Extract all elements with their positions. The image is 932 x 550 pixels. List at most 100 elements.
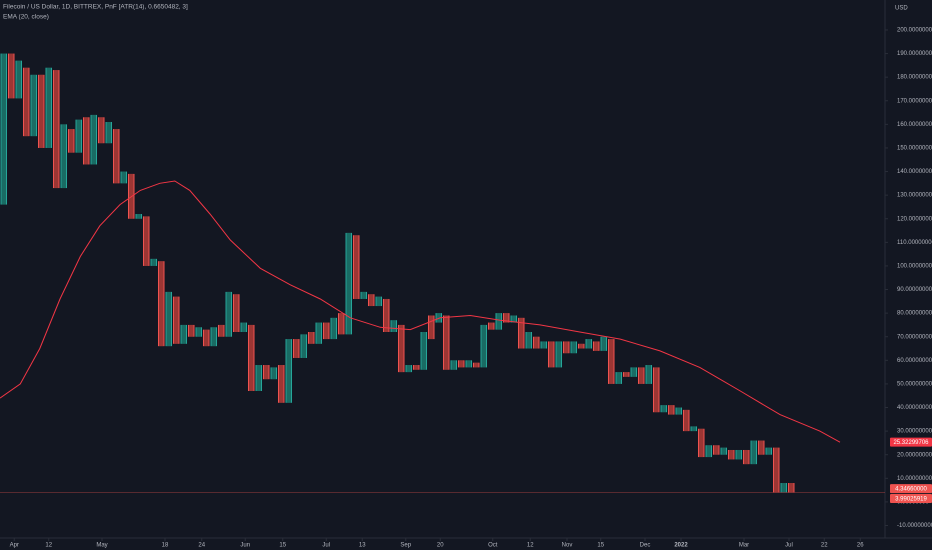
y-axis-label: USD: [895, 6, 908, 12]
y-tick-label: 100.00000000: [897, 264, 932, 270]
pnf-box-texture: [144, 216, 149, 266]
pnf-box-texture: [301, 334, 306, 358]
pnf-box-texture: [346, 232, 351, 335]
pnf-box-texture: [706, 445, 711, 458]
pnf-box-texture: [744, 449, 749, 465]
indicator-label: EMA (20, close): [3, 14, 49, 21]
y-tick-label: 160.00000000: [897, 122, 932, 128]
pnf-box-texture: [354, 235, 359, 299]
pnf-box-texture: [736, 449, 741, 460]
x-tick-label: Dec: [640, 543, 651, 549]
pnf-box-texture: [151, 258, 156, 266]
pnf-box-texture: [31, 74, 36, 137]
pnf-box-texture: [474, 362, 479, 368]
pnf-box-texture: [639, 367, 644, 384]
pnf-box-texture: [579, 343, 584, 349]
pnf-box-texture: [414, 365, 419, 370]
y-tick-label: 80.00000000: [897, 311, 932, 317]
pnf-box-texture: [594, 341, 599, 351]
pnf-box-texture: [519, 317, 524, 349]
ema-line: [0, 180, 841, 443]
pnf-box-texture: [241, 322, 246, 333]
pnf-box-texture: [759, 440, 764, 455]
pnf-box-texture: [339, 313, 344, 335]
pnf-box-texture: [39, 74, 44, 148]
pnf-box-texture: [99, 117, 104, 144]
pnf-box-texture: [159, 261, 164, 347]
price-label: 3.99025919: [895, 497, 927, 503]
pnf-box-texture: [106, 121, 111, 144]
price-label: 25.32299706: [893, 440, 929, 446]
pnf-box-texture: [279, 365, 284, 403]
pnf-box-texture: [114, 129, 119, 184]
pnf-box-texture: [174, 296, 179, 344]
y-tick-label: -10.00000000: [897, 523, 932, 529]
pnf-box-texture: [466, 360, 471, 368]
x-tick-label: 13: [359, 543, 366, 549]
y-tick-label: 50.00000000: [897, 381, 932, 387]
pnf-box-texture: [691, 426, 696, 432]
pnf-box-texture: [181, 324, 186, 344]
pnf-box-texture: [391, 320, 396, 333]
pnf-box-texture: [166, 291, 171, 347]
pnf-box-texture: [631, 367, 636, 377]
pnf-box-texture: [429, 315, 434, 340]
pnf-box-texture: [774, 447, 779, 493]
pnf-box-texture: [451, 360, 456, 370]
pnf-box-texture: [16, 60, 21, 99]
x-tick-label: 24: [198, 543, 205, 549]
pnf-box-texture: [264, 365, 269, 380]
pnf-box-texture: [234, 294, 239, 333]
pnf-box-texture: [766, 447, 771, 455]
pnf-box-texture: [369, 294, 374, 307]
pnf-box-texture: [616, 372, 621, 384]
pnf-box-texture: [76, 119, 81, 153]
pnf-box-texture: [646, 365, 651, 384]
pnf-box-texture: [271, 367, 276, 380]
y-tick-label: 70.00000000: [897, 334, 932, 340]
x-tick-label: 26: [857, 543, 864, 549]
pnf-box-texture: [69, 129, 74, 153]
pnf-box-texture: [684, 409, 689, 432]
y-tick-label: 190.00000000: [897, 51, 932, 57]
pnf-box-texture: [624, 372, 629, 377]
pnf-box-texture: [669, 405, 674, 415]
y-tick-label: 90.00000000: [897, 287, 932, 293]
pnf-box-texture: [316, 322, 321, 344]
y-tick-label: 40.00000000: [897, 405, 932, 411]
pnf-box-texture: [444, 315, 449, 370]
pnf-box-texture: [331, 317, 336, 340]
pnf-box-texture: [219, 324, 224, 337]
x-tick-label: 22: [821, 543, 828, 549]
x-tick-label: 2022: [674, 543, 688, 549]
y-tick-label: 20.00000000: [897, 452, 932, 458]
pnf-box-texture: [204, 329, 209, 347]
pnf-box-texture: [211, 327, 216, 347]
pnf-box-texture: [586, 339, 591, 349]
pnf-box-texture: [661, 405, 666, 413]
y-tick-label: 30.00000000: [897, 429, 932, 435]
y-tick-label: 140.00000000: [897, 169, 932, 175]
x-tick-label: 12: [527, 543, 534, 549]
x-tick-label: 20: [437, 543, 444, 549]
y-tick-label: 170.00000000: [897, 98, 932, 104]
pnf-box-texture: [84, 117, 89, 165]
pnf-box-texture: [91, 114, 96, 165]
pnf-box-texture: [121, 171, 126, 184]
pnf-box-texture: [489, 322, 494, 330]
price-label-bg: [890, 484, 932, 494]
pnf-box-texture: [504, 313, 509, 323]
y-tick-label: 60.00000000: [897, 358, 932, 364]
pnf-box-texture: [526, 332, 531, 349]
x-tick-label: Nov: [562, 543, 573, 549]
x-tick-label: Jul: [322, 543, 330, 549]
pnf-box-texture: [496, 313, 501, 330]
price-label-bg: [890, 493, 932, 503]
chart-title: Filecoin / US Dollar, 1D, BITTREX, PnF […: [3, 4, 188, 11]
x-tick-label: 12: [45, 543, 52, 549]
y-tick-label: 120.00000000: [897, 216, 932, 222]
pnf-box-texture: [789, 483, 794, 493]
